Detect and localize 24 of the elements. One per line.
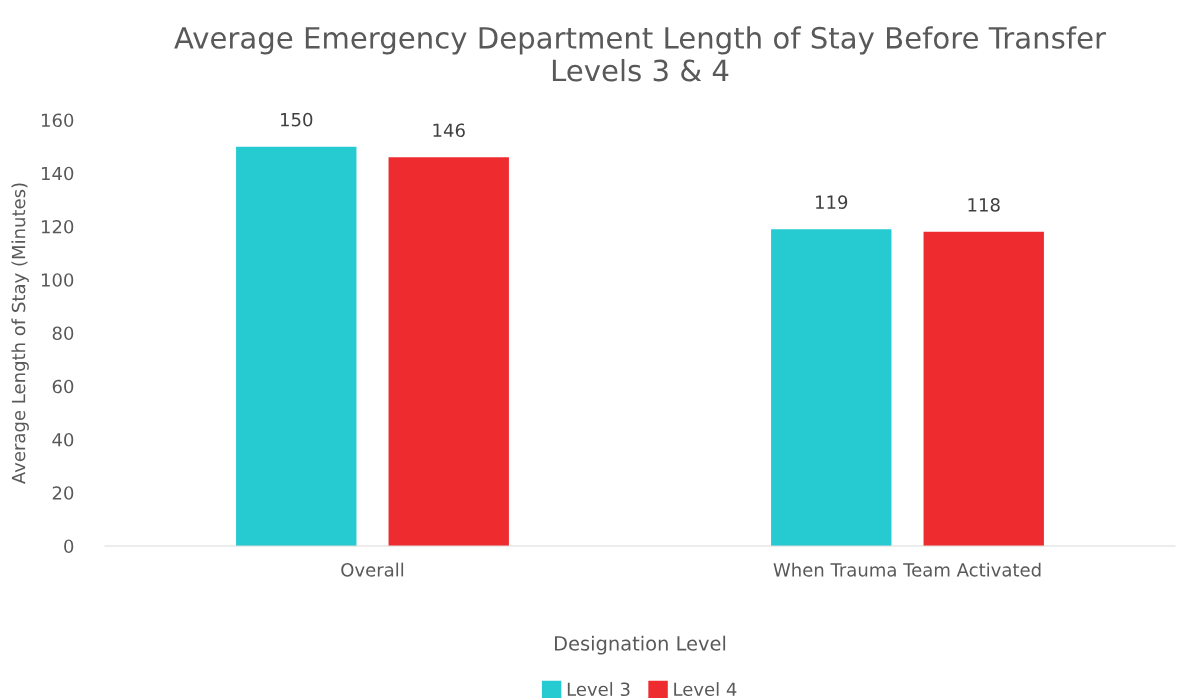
- x-axis-title: Designation Level: [555, 635, 726, 655]
- data-label: 118: [968, 198, 1000, 212]
- y-tick-label: 140: [41, 166, 74, 181]
- y-tick-label: 100: [41, 273, 74, 287]
- legend-label: Level 4: [674, 682, 737, 697]
- y-tick-label: 120: [41, 219, 74, 234]
- data-label: 146: [433, 123, 465, 138]
- y-tick-label: 60: [52, 379, 74, 394]
- y-tick-label: 160: [41, 113, 74, 128]
- bar: [923, 231, 1044, 546]
- y-axis-title: Average Length of Stay (Minutes): [11, 183, 29, 484]
- y-tick-label: 0: [64, 539, 74, 554]
- y-tick-label: 80: [52, 326, 74, 341]
- bar: [771, 229, 892, 546]
- bar: [236, 146, 357, 546]
- y-tick-label: 40: [52, 432, 74, 447]
- x-tick-label: Overall: [341, 562, 404, 577]
- legend-label: Level 3: [567, 682, 630, 697]
- chart-title: Average Emergency Department Length of Stay Before Transfer Levels 3 & 4: [174, 26, 1107, 82]
- x-tick-label: When Trauma Team Activated: [773, 562, 1041, 577]
- data-label: 119: [816, 195, 848, 209]
- bar: [388, 157, 509, 546]
- data-label: 150: [281, 112, 313, 127]
- y-tick-label: 20: [52, 486, 74, 500]
